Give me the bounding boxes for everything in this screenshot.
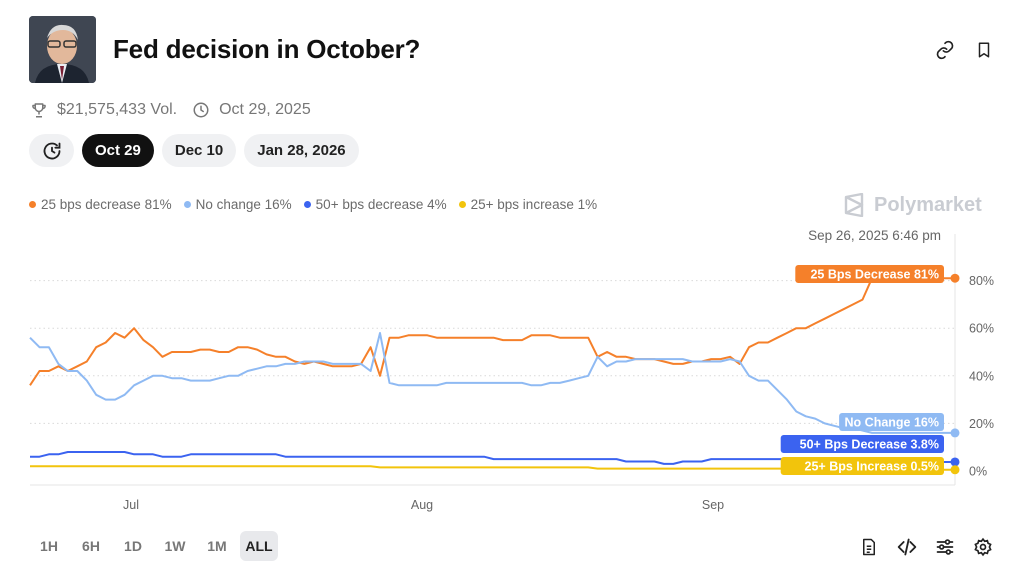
legend-item: 25+ bps increase 1% [458, 197, 598, 212]
y-axis: 80% 60% 40% 20% 0% [969, 274, 994, 478]
x-tick-label: Jul [123, 498, 139, 512]
series-line [29, 332, 955, 434]
legend-label: 25+ bps increase 1% [470, 197, 598, 212]
volume-text: $21,575,433 Vol. [57, 101, 178, 118]
bookmark-icon [978, 42, 990, 58]
legend-item: No change 16% [183, 197, 292, 212]
y-tick-label: 0% [969, 465, 987, 479]
badge-bg [780, 457, 944, 475]
series-badge: 25+ Bps Increase 0.5% [780, 457, 944, 475]
badge-label: 25+ Bps Increase 0.5% [805, 460, 939, 474]
range-1d[interactable]: 1D [124, 538, 142, 554]
series-endpoint [950, 457, 960, 467]
settings-button[interactable] [972, 536, 994, 558]
embed-code-icon [897, 538, 917, 556]
market-header: Fed decision in October? [29, 16, 1004, 84]
market-title: Fed decision in October? [113, 34, 421, 64]
sliders-icon [936, 539, 954, 555]
chart-timestamp: Sep 26, 2025 6:46 pm [808, 228, 941, 243]
date-tab-dec-10[interactable]: Dec 10 [161, 134, 237, 167]
badge-bg [780, 435, 944, 453]
date-tab-oct-29[interactable]: Oct 29 [82, 134, 154, 167]
range-1m[interactable]: 1M [207, 538, 227, 554]
brand-name: Polymarket [874, 193, 982, 216]
series-badge: 25 Bps Decrease 81% [795, 265, 944, 283]
polymarket-watermark: Polymarket [843, 193, 982, 217]
link-icon [936, 40, 954, 60]
range-6h[interactable]: 6H [82, 538, 100, 554]
x-tick-label: Sep [702, 498, 724, 512]
market-meta: $21,575,433 Vol. Oct 29, 2025 [29, 99, 311, 121]
polymarket-logo-icon [843, 193, 865, 217]
x-axis: Jul Aug Sep [123, 498, 724, 512]
legend-dot [183, 201, 191, 208]
legend-dot [29, 201, 36, 208]
badge-label: 50+ Bps Decrease 3.8% [800, 438, 939, 452]
legend-dot [458, 201, 466, 208]
price-chart[interactable]: 80% 60% 40% 20% 0% Jul Aug Sep 25 Bps Decrease… [0, 222, 1024, 522]
series-endpoint [950, 273, 960, 283]
series-badges: 25 Bps Decrease 81% No Change 16% 50+ Bps … [780, 265, 944, 475]
settings-gear-icon [974, 537, 992, 557]
date-tab-jan-28[interactable]: Jan 28, 2026 [244, 134, 359, 167]
end-date-text: Oct 29, 2025 [219, 101, 311, 118]
clock-icon [191, 100, 211, 120]
market-image [29, 16, 96, 83]
legend-item: 25 bps decrease 81% [29, 197, 172, 212]
legend-label: 25 bps decrease 81% [41, 197, 172, 212]
series-line [29, 277, 955, 386]
history-button[interactable] [29, 134, 74, 167]
embed-button[interactable] [896, 536, 918, 558]
gridlines [30, 280, 955, 424]
document-icon [863, 538, 875, 556]
date-tabs: Oct 29 Dec 10 Jan 28, 2026 [29, 134, 359, 167]
series-endpoint [950, 465, 960, 475]
badge-bg [795, 265, 944, 283]
series-endpoints [950, 273, 960, 475]
y-tick-label: 80% [969, 274, 994, 288]
legend-item: 50+ bps decrease 4% [303, 197, 447, 212]
series-badge: No Change 16% [839, 413, 944, 431]
chart-filters-button[interactable] [934, 536, 956, 558]
range-all[interactable]: ALL [240, 531, 278, 561]
x-tick-label: Aug [411, 498, 433, 512]
y-tick-label: 40% [969, 369, 994, 383]
rules-button[interactable] [858, 536, 880, 558]
bookmark-button[interactable] [972, 38, 996, 62]
legend-label: 50+ bps decrease 4% [315, 197, 447, 212]
trophy-icon [29, 100, 49, 120]
history-icon [43, 142, 60, 159]
series-badge: 50+ Bps Decrease 3.8% [780, 435, 944, 453]
badge-label: No Change 16% [845, 416, 939, 430]
chart-legend: 25 bps decrease 81% No change 16% 50+ bp… [29, 197, 597, 212]
series-endpoint [950, 428, 960, 438]
y-tick-label: 20% [969, 417, 994, 431]
chart-tools [858, 536, 994, 558]
person-portrait-icon [29, 16, 96, 83]
series-line [30, 465, 955, 471]
time-range-selector: 1H 6H 1D 1W 1M ALL [30, 531, 278, 561]
y-tick-label: 60% [969, 322, 994, 336]
badge-bg [839, 413, 944, 431]
series-line [30, 451, 955, 465]
legend-dot [303, 201, 311, 208]
series-lines [29, 277, 955, 471]
badge-label: 25 Bps Decrease 81% [810, 268, 939, 282]
range-1w[interactable]: 1W [164, 538, 186, 554]
copy-link-button[interactable] [933, 38, 957, 62]
legend-label: No change 16% [195, 197, 292, 212]
range-1h[interactable]: 1H [40, 538, 58, 554]
